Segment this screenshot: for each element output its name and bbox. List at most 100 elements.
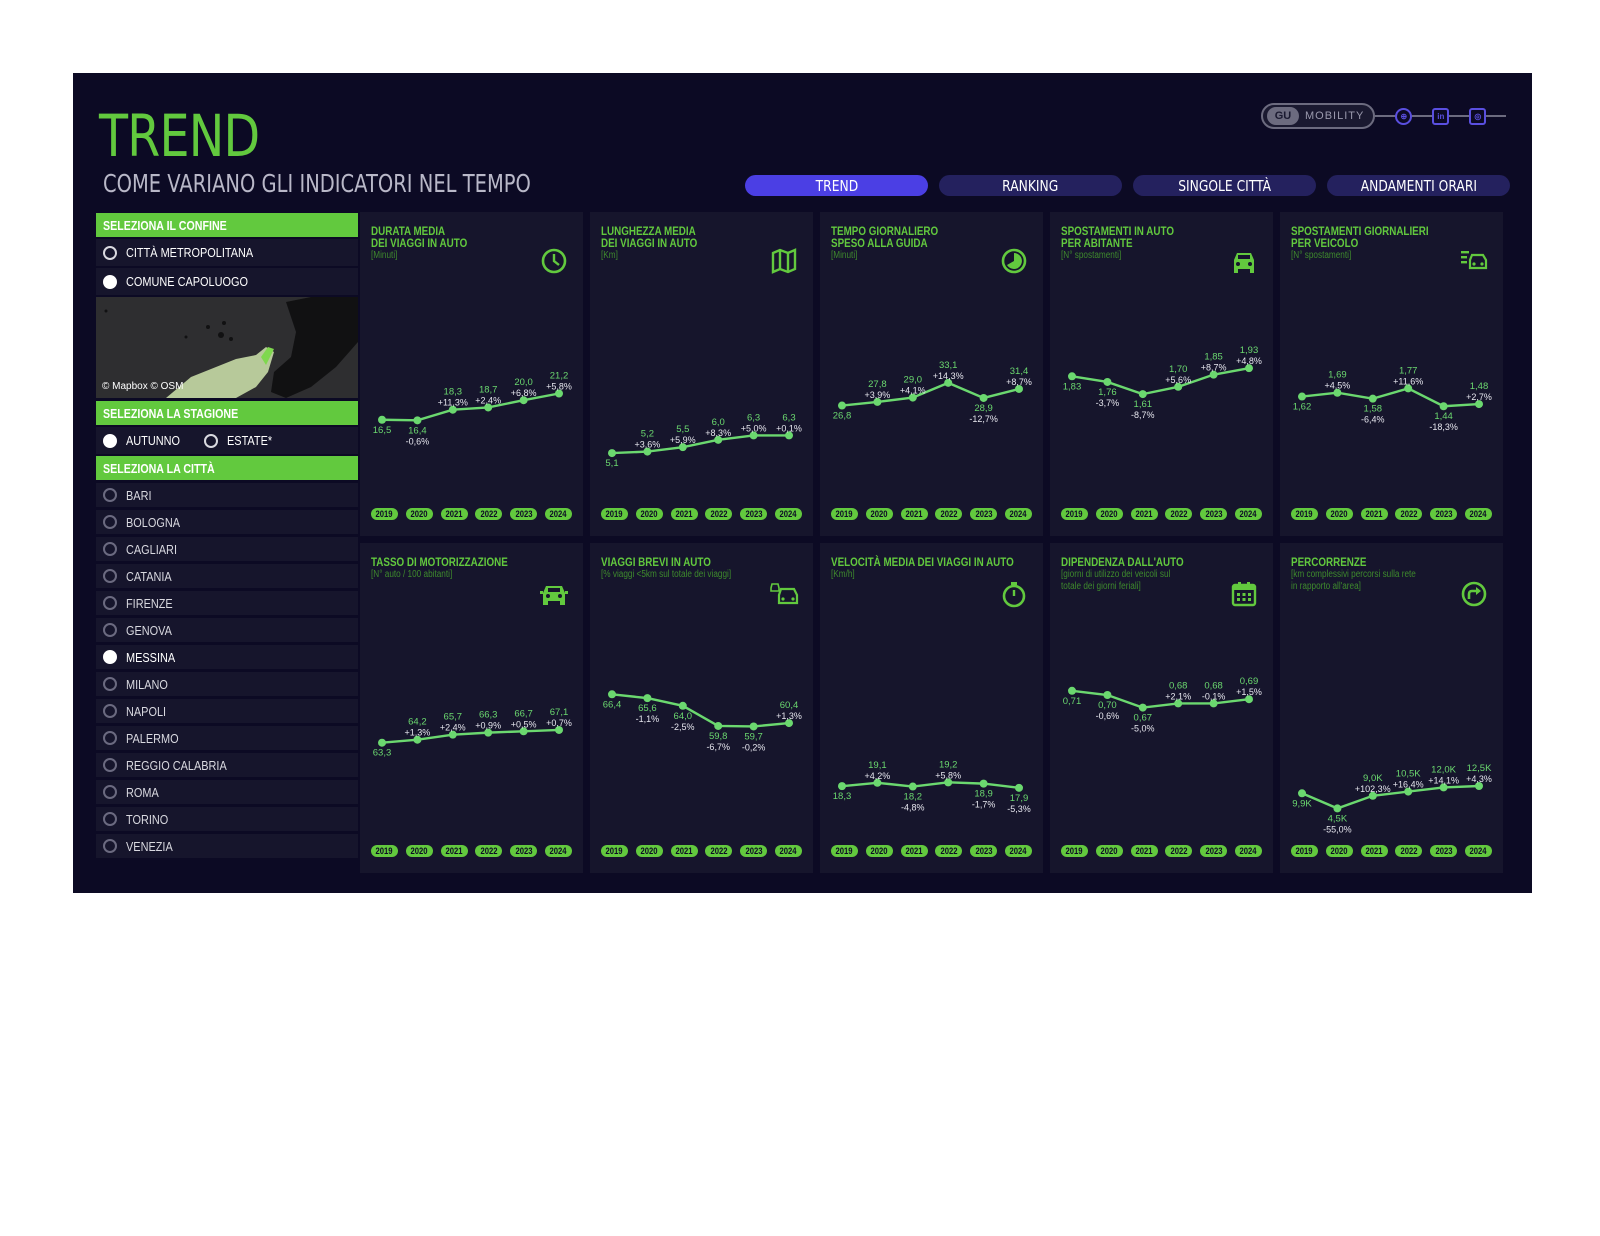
data-point[interactable] [555,725,563,734]
data-point[interactable] [1209,370,1218,379]
data-point[interactable] [378,738,386,747]
area-map[interactable]: © Mapbox © OSM [96,297,358,398]
city-option-venezia[interactable]: VENEZIA [96,834,358,858]
city-option-bologna[interactable]: BOLOGNA [96,510,358,534]
data-point[interactable] [908,393,917,402]
data-point[interactable] [1439,402,1448,411]
data-point[interactable] [1333,804,1342,813]
data-point[interactable] [413,416,422,425]
city-option-genova[interactable]: GENOVA [96,618,358,642]
data-point[interactable] [979,393,988,402]
confine-option-citta-metropolitana[interactable]: CITTÀ METROPOLITANA [96,239,358,266]
linkedin-icon[interactable]: in [1432,107,1450,125]
change-label: -12,7% [969,414,998,424]
change-label: -6,7% [706,742,730,752]
data-point[interactable] [519,396,528,405]
city-option-roma[interactable]: ROMA [96,780,358,804]
radio-icon[interactable] [204,433,218,448]
data-point[interactable] [873,778,882,787]
data-point[interactable] [1245,364,1253,373]
year-tick-label: 2022 [1165,508,1193,520]
tab-andamenti-orari[interactable]: ANDAMENTI ORARI [1327,175,1510,196]
data-point[interactable] [643,447,652,456]
data-point[interactable] [643,694,652,703]
year-axis: 2019 2020 2021 2022 2023 2024 [371,508,572,520]
data-point[interactable] [1368,791,1377,800]
data-point[interactable] [1174,699,1183,708]
data-point[interactable] [413,735,422,744]
data-point[interactable] [1015,783,1023,792]
data-point[interactable] [1368,394,1377,403]
city-option-catania[interactable]: CATANIA [96,564,358,588]
car-icon [540,586,568,605]
data-point[interactable] [785,431,793,440]
data-point[interactable] [678,443,687,452]
line-chart: 63,3 64,2+1,3% 65,7+2,4% 66,3+0,9% 66,7+0,5%… [373,707,572,759]
data-point[interactable] [1068,372,1076,381]
stagione-option-estate[interactable]: ESTATE* [227,433,273,448]
data-point[interactable] [1138,703,1147,712]
city-option-firenze[interactable]: FIRENZE [96,591,358,615]
data-point[interactable] [1103,691,1112,699]
data-point[interactable] [1475,400,1483,409]
data-point[interactable] [1209,699,1218,708]
data-point[interactable] [749,431,758,440]
city-option-messina[interactable]: MESSINA [96,645,358,669]
data-point[interactable] [1404,787,1413,796]
data-point[interactable] [838,782,846,791]
data-point[interactable] [785,719,793,728]
data-point[interactable] [448,730,457,739]
data-point[interactable] [1333,388,1342,397]
data-point[interactable] [944,378,953,387]
data-point[interactable] [555,389,563,398]
city-option-bari[interactable]: BARI [96,483,358,507]
data-point[interactable] [1138,390,1147,399]
data-point[interactable] [979,779,988,788]
data-point[interactable] [519,727,528,736]
tab-singole-citta[interactable]: SINGOLE CITTÀ [1133,175,1316,196]
radio-selected-icon[interactable] [103,433,117,448]
data-point[interactable] [1439,783,1448,792]
data-point[interactable] [838,401,846,410]
stagione-option-autunno[interactable]: AUTUNNO [126,433,180,448]
data-point[interactable] [1174,382,1183,391]
data-point[interactable] [608,690,616,699]
city-option-napoli[interactable]: NAPOLI [96,699,358,723]
data-point[interactable] [1245,695,1253,704]
data-point[interactable] [484,728,493,737]
instagram-icon[interactable]: ◎ [1469,107,1487,125]
city-option-reggio-calabria[interactable]: REGGIO CALABRIA [96,753,358,777]
data-point[interactable] [1404,384,1413,393]
city-option-palermo[interactable]: PALERMO [96,726,358,750]
tab-trend[interactable]: TREND [745,175,928,196]
data-point[interactable] [484,403,493,412]
series-line [1301,784,1480,810]
data-point[interactable] [1015,384,1023,393]
data-point[interactable] [1475,782,1483,790]
data-point[interactable] [1068,686,1076,695]
data-point[interactable] [678,701,687,710]
data-point[interactable] [448,405,457,414]
data-point[interactable] [378,415,386,424]
tab-ranking[interactable]: RANKING [939,175,1122,196]
data-point[interactable] [873,397,882,406]
confine-option-comune-capoluogo[interactable]: COMUNE CAPOLUOGO [96,268,358,295]
data-point[interactable] [1103,377,1112,386]
city-option-milano[interactable]: MILANO [96,672,358,696]
indicator-card: SPOSTAMENTI IN AUTO PER ABITANTE [N° spost… [1050,212,1273,536]
data-point[interactable] [714,721,723,730]
data-point[interactable] [749,722,758,731]
brand-logo[interactable]: GU MOBILITY [1261,103,1376,129]
year-tick-label: 2020 [865,845,893,857]
data-point[interactable] [944,778,953,787]
data-point[interactable] [714,435,723,444]
data-point[interactable] [608,449,616,458]
change-label: +8,7% [1006,377,1032,387]
data-point[interactable] [908,782,917,791]
city-option-cagliari[interactable]: CAGLIARI [96,537,358,561]
data-point[interactable] [1298,392,1306,401]
value-label: 66,3 [479,710,498,721]
city-option-torino[interactable]: TORINO [96,807,358,831]
globe-icon[interactable]: ⊕ [1395,107,1413,125]
data-point[interactable] [1298,789,1306,798]
